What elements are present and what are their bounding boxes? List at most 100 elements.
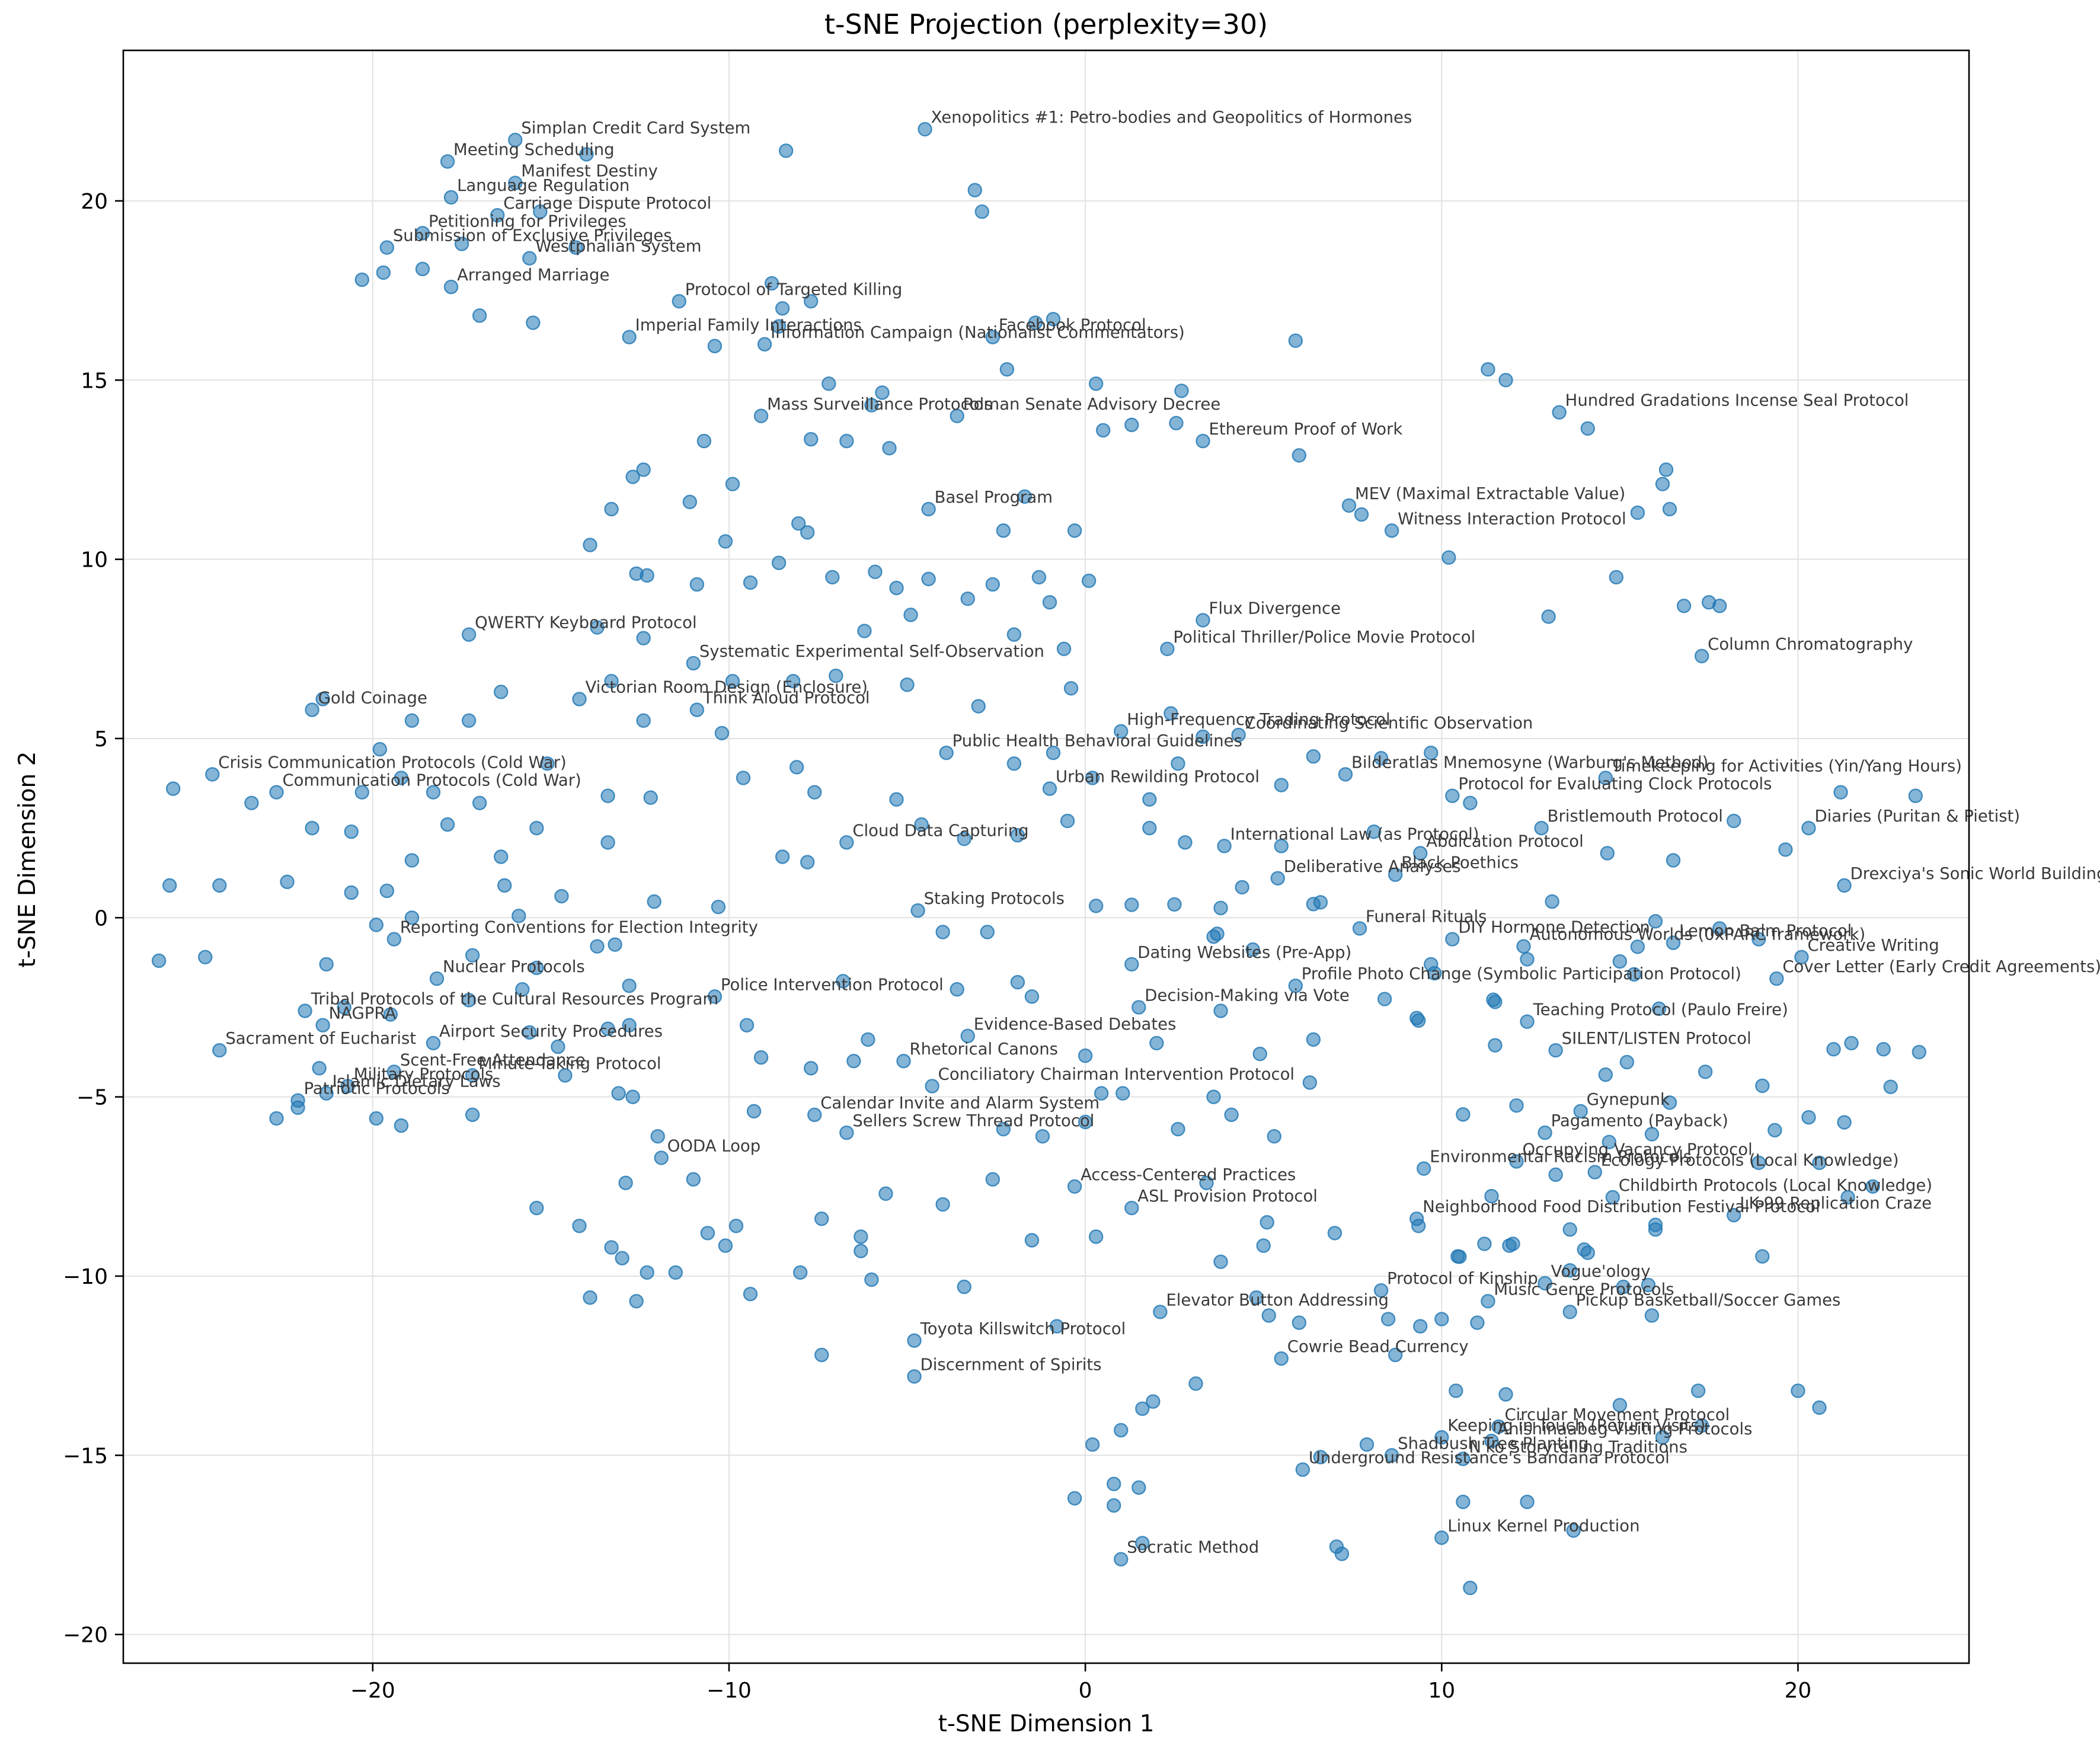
data-point bbox=[789, 760, 804, 775]
y-tick-label: 5 bbox=[94, 727, 108, 752]
point-label: Scent-Free Attendance bbox=[400, 1050, 586, 1069]
data-point bbox=[1252, 1046, 1267, 1062]
data-point bbox=[1114, 1423, 1129, 1438]
data-point bbox=[950, 408, 964, 423]
point-label: Column Chromatography bbox=[1708, 635, 1913, 654]
data-point bbox=[198, 950, 213, 965]
data-point bbox=[1046, 745, 1061, 760]
data-point bbox=[918, 122, 932, 137]
data-point bbox=[985, 577, 1001, 592]
data-point bbox=[1580, 421, 1595, 436]
data-point bbox=[1288, 978, 1303, 993]
data-point bbox=[668, 1265, 683, 1280]
data-point bbox=[386, 932, 402, 947]
data-point bbox=[1067, 1179, 1082, 1194]
data-point bbox=[1463, 795, 1478, 811]
data-point bbox=[640, 568, 654, 583]
data-point bbox=[950, 982, 964, 997]
point-label: Diaries (Puritan & Pietist) bbox=[1814, 807, 2020, 826]
point-label: Gold Coinage bbox=[318, 689, 427, 708]
data-point bbox=[1327, 1226, 1343, 1241]
data-point bbox=[743, 575, 758, 590]
x-tick-label: −20 bbox=[350, 1679, 395, 1703]
point-label: Discernment of Spirits bbox=[920, 1355, 1102, 1374]
data-point bbox=[1580, 1245, 1595, 1260]
data-point bbox=[1434, 1430, 1449, 1445]
data-point bbox=[1662, 1095, 1677, 1110]
data-point bbox=[1010, 974, 1025, 990]
data-point bbox=[205, 767, 220, 782]
data-point bbox=[1302, 1075, 1318, 1090]
data-point bbox=[1078, 1114, 1093, 1130]
data-point bbox=[1213, 900, 1228, 916]
data-point bbox=[636, 713, 651, 728]
data-point bbox=[508, 175, 523, 190]
data-point bbox=[1470, 1315, 1485, 1330]
data-point bbox=[1801, 1110, 1816, 1125]
data-point bbox=[793, 1265, 808, 1280]
data-point bbox=[1377, 992, 1392, 1006]
data-point bbox=[1552, 405, 1567, 420]
point-label: Calendar Invite and Alarm System bbox=[820, 1094, 1099, 1113]
data-point bbox=[999, 362, 1015, 377]
data-point bbox=[1142, 792, 1157, 807]
data-point bbox=[636, 462, 651, 477]
data-point bbox=[1313, 1450, 1328, 1465]
chart-title: t-SNE Projection (perplexity=30) bbox=[824, 8, 1268, 40]
data-point bbox=[1662, 501, 1677, 517]
data-point bbox=[1334, 1546, 1350, 1561]
data-point bbox=[1666, 853, 1681, 868]
data-point bbox=[1778, 842, 1793, 857]
data-point bbox=[1612, 954, 1628, 969]
data-point bbox=[864, 398, 879, 413]
data-point bbox=[725, 477, 740, 491]
data-point bbox=[572, 692, 587, 707]
data-point bbox=[1115, 1086, 1130, 1101]
y-axis-label: t-SNE Dimension 2 bbox=[14, 751, 41, 968]
data-point bbox=[974, 204, 989, 219]
data-point bbox=[861, 1032, 875, 1047]
point-label: Arranged Marriage bbox=[457, 266, 609, 285]
x-tick-label: −10 bbox=[707, 1679, 752, 1703]
data-point bbox=[376, 265, 391, 280]
point-label: Think Aloud Protocol bbox=[702, 689, 870, 708]
data-point bbox=[1260, 1215, 1274, 1230]
point-label: Crisis Communication Protocols (Cold War… bbox=[218, 753, 566, 772]
data-point bbox=[1434, 1312, 1449, 1327]
data-point bbox=[1498, 1387, 1513, 1402]
point-label: MEV (Maximal Extractable Value) bbox=[1355, 484, 1625, 503]
point-label: Submission of Exclusive Privileges bbox=[393, 226, 672, 245]
data-point bbox=[1224, 1107, 1239, 1123]
data-point bbox=[1562, 1305, 1577, 1319]
data-point bbox=[1306, 1032, 1321, 1047]
data-point bbox=[822, 376, 836, 391]
data-point bbox=[1088, 899, 1104, 913]
data-point bbox=[882, 440, 897, 456]
data-point bbox=[600, 1021, 615, 1036]
data-point bbox=[1042, 594, 1057, 610]
data-point bbox=[1538, 1125, 1552, 1140]
point-label: Protocol for Evaluating Clock Protocols bbox=[1458, 775, 1772, 794]
data-point bbox=[515, 982, 530, 997]
point-label: Imperial Family Interactions bbox=[635, 316, 862, 335]
data-point bbox=[753, 1050, 769, 1065]
data-point bbox=[1088, 376, 1104, 391]
data-point bbox=[1609, 570, 1624, 585]
data-point bbox=[914, 817, 929, 832]
data-point bbox=[572, 1219, 587, 1233]
data-point bbox=[814, 1212, 829, 1226]
data-point bbox=[1338, 767, 1353, 782]
data-point bbox=[839, 433, 854, 449]
data-point bbox=[465, 948, 480, 963]
data-point bbox=[757, 337, 772, 352]
data-point bbox=[743, 1286, 758, 1302]
data-point bbox=[896, 1053, 911, 1069]
data-point bbox=[967, 183, 982, 198]
point-label: Protocol of Kinship bbox=[1387, 1269, 1538, 1288]
data-point bbox=[1837, 1115, 1852, 1130]
data-point bbox=[1456, 1494, 1471, 1510]
data-point bbox=[1598, 771, 1613, 785]
data-point bbox=[465, 1068, 480, 1083]
data-point bbox=[1380, 1312, 1396, 1327]
